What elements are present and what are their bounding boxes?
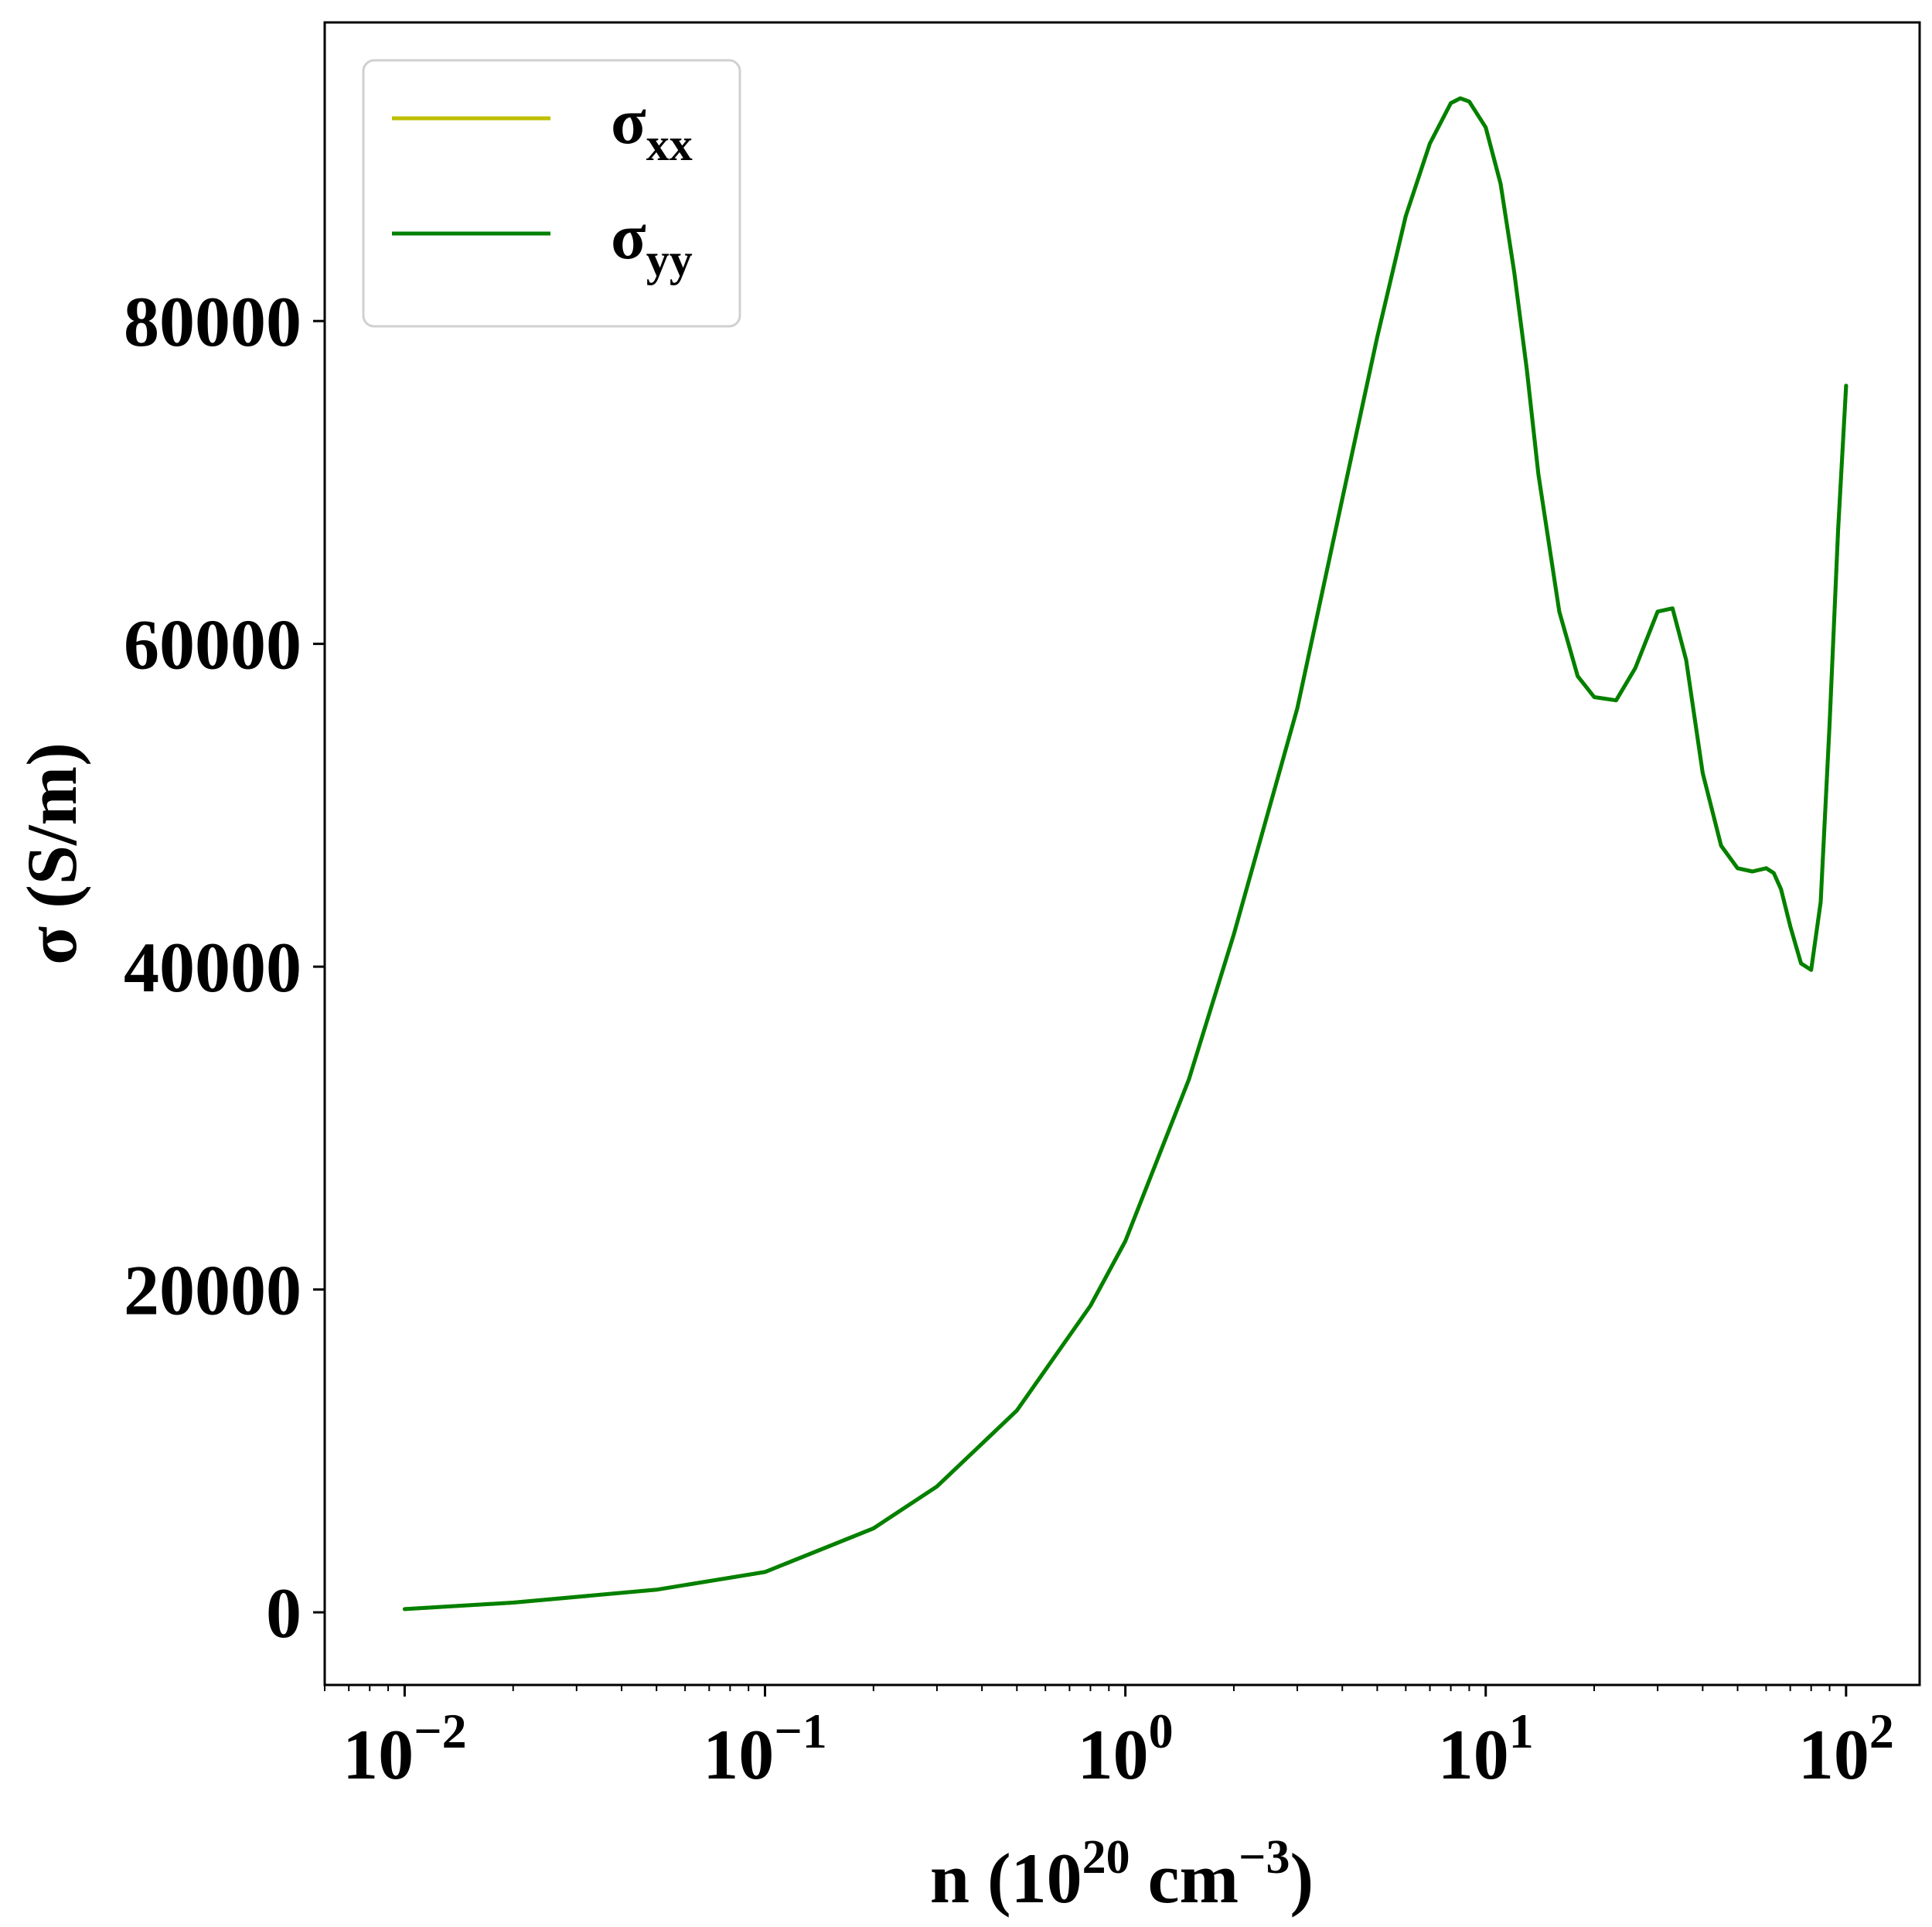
x-tick-label-4: 102	[1798, 1704, 1894, 1794]
legend-label-sigma-xx-main: σ	[611, 86, 646, 158]
x-tick-label-base-4: 10	[1798, 1715, 1869, 1794]
legend-label-sigma-xx-sub: xx	[646, 119, 693, 170]
x-tick-label-base-3: 10	[1438, 1715, 1509, 1794]
x-tick-label-base-2: 10	[1078, 1715, 1149, 1794]
legend-label-sigma-yy: σyy	[611, 201, 693, 285]
x-tick-label-1: 10−1	[703, 1704, 826, 1794]
x-axis-label-sup2: −3	[1239, 1831, 1290, 1884]
legend-label-sigma-yy-main: σ	[611, 201, 646, 273]
x-axis-label-base: n (10	[930, 1839, 1082, 1918]
y-tick-label-3: 60000	[124, 605, 302, 684]
x-tick-label-base-1: 10	[703, 1715, 774, 1794]
x-axis-label: n (1020 cm−3)	[930, 1831, 1314, 1918]
y-axis: 0 20000 40000 60000 80000	[124, 282, 325, 1652]
plot-frame	[323, 21, 1921, 1687]
x-tick-label-base-0: 10	[342, 1715, 414, 1794]
x-axis-label-mid: cm	[1130, 1839, 1239, 1918]
y-tick-label-0: 0	[266, 1574, 302, 1652]
x-tick-label-3: 101	[1438, 1704, 1534, 1794]
x-tick-label-exp-4: 2	[1869, 1704, 1894, 1758]
x-tick-label-exp-3: 1	[1509, 1704, 1534, 1758]
legend-box	[362, 59, 741, 328]
x-axis-label-end: )	[1290, 1839, 1314, 1918]
y-tick-label-4: 80000	[124, 282, 302, 361]
series-layer	[402, 96, 1849, 1612]
x-axis: 10−2 10−1 100 101 102	[324, 1685, 1894, 1794]
x-tick-label-2: 100	[1078, 1704, 1174, 1794]
y-tick-label-1: 20000	[124, 1251, 302, 1330]
y-tick-label-2: 40000	[124, 928, 302, 1007]
x-tick-label-exp-1: −1	[774, 1704, 826, 1758]
legend-label-sigma-xx: σxx	[611, 86, 693, 170]
legend-label-sigma-yy-sub: yy	[646, 234, 693, 285]
x-tick-label-exp-2: 0	[1149, 1704, 1174, 1758]
legend: σxx σyy	[362, 59, 741, 328]
series-line-1	[402, 96, 1849, 1612]
x-tick-label-exp-0: −2	[414, 1704, 466, 1758]
x-axis-label-sup1: 20	[1082, 1831, 1130, 1884]
y-axis-label: σ (S/m)	[12, 742, 91, 965]
x-tick-label-0: 10−2	[342, 1704, 466, 1794]
